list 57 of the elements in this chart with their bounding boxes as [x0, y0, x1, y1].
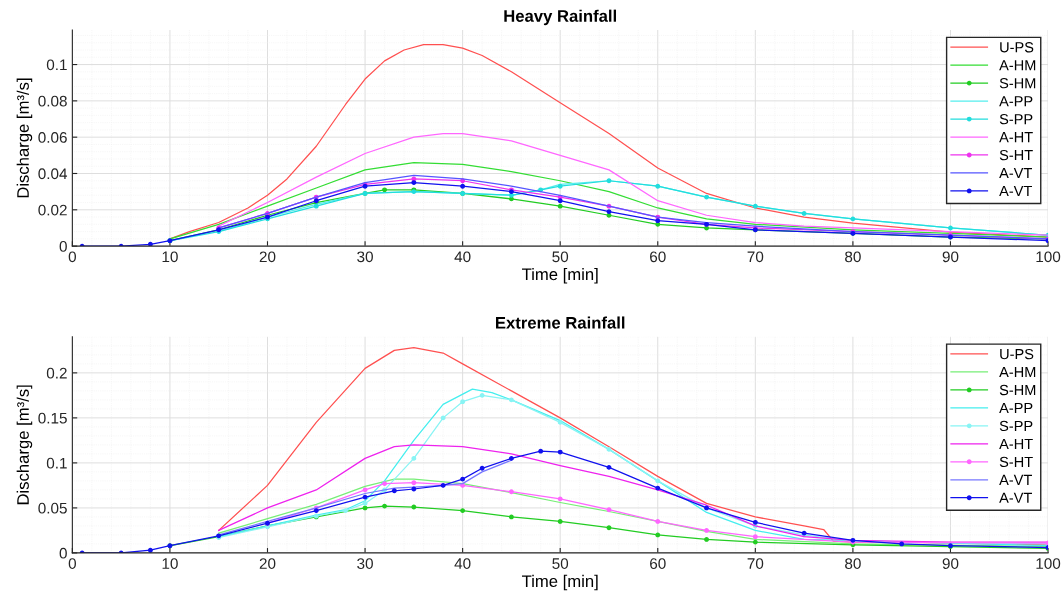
y-tick-label: 0.1: [46, 457, 67, 469]
y-tick-label: 0.06: [38, 132, 67, 143]
y-tick-label: 0.02: [38, 204, 67, 216]
x-tick-label: 20: [259, 251, 276, 263]
x-axis-title: Time [min]: [521, 574, 598, 591]
chart-title: Heavy Rainfall: [504, 9, 616, 26]
x-tick-label: 70: [747, 558, 764, 569]
legend-label: A-VT: [999, 474, 1032, 485]
x-tick-label: 10: [162, 251, 178, 263]
y-tick-label: 0.2: [46, 367, 67, 379]
x-tick-label: 100: [1036, 558, 1061, 569]
legend-label: A-VT: [999, 186, 1032, 197]
x-tick-label: 50: [552, 558, 569, 569]
legend-label: A-HM: [999, 60, 1036, 71]
x-tick-label: 100: [1036, 251, 1061, 263]
x-tick-label: 80: [845, 558, 861, 569]
y-tick-label: 0.04: [38, 168, 68, 180]
x-tick-label: 40: [454, 251, 471, 263]
legend-label: A-HM: [999, 367, 1036, 378]
legend-label: S-HM: [999, 384, 1036, 396]
legend-label: S-PP: [999, 113, 1033, 125]
legend-label: S-HM: [999, 78, 1036, 89]
y-tick-label: 0.1: [46, 59, 67, 71]
legend-label: U-PS: [1000, 42, 1034, 53]
x-axis-title: Time [min]: [521, 267, 598, 284]
x-tick-label: 0: [68, 251, 76, 263]
legend-label: A-VT: [999, 492, 1032, 503]
legend-label: A-VT: [999, 168, 1032, 179]
x-tick-label: 40: [454, 558, 471, 569]
legend-label: A-HT: [999, 132, 1033, 143]
y-tick-label: 0.05: [38, 502, 67, 514]
y-axis-title: Discharge [m³/s]: [16, 78, 33, 198]
x-tick-label: 60: [650, 558, 666, 569]
x-tick-label: 90: [942, 558, 959, 569]
x-tick-label: 20: [259, 558, 276, 569]
y-tick-label: 0.08: [38, 95, 67, 107]
x-tick-label: 30: [357, 558, 373, 569]
legend-label: S-PP: [999, 420, 1033, 432]
x-tick-label: 30: [357, 251, 373, 263]
y-tick-label: 0.15: [38, 412, 67, 424]
legend-label: A-HT: [999, 438, 1033, 449]
x-tick-label: 90: [942, 251, 959, 263]
y-axis-title: Discharge [m³/s]: [16, 385, 33, 505]
legend-label: A-PP: [999, 96, 1033, 107]
x-tick-label: 50: [552, 251, 569, 263]
x-tick-label: 0: [68, 558, 76, 569]
x-tick-label: 70: [747, 251, 764, 263]
x-tick-label: 80: [845, 251, 861, 263]
y-tick-label: 0: [59, 547, 67, 559]
legend-label: U-PS: [1000, 348, 1034, 360]
legend-label: S-HT: [999, 149, 1033, 161]
chart-title: Extreme Rainfall: [496, 316, 625, 329]
legend-label: A-PP: [999, 402, 1033, 413]
x-tick-label: 10: [162, 558, 178, 569]
legend-label: S-HT: [999, 456, 1033, 468]
y-tick-label: 0: [59, 240, 67, 252]
x-tick-label: 60: [650, 251, 666, 263]
